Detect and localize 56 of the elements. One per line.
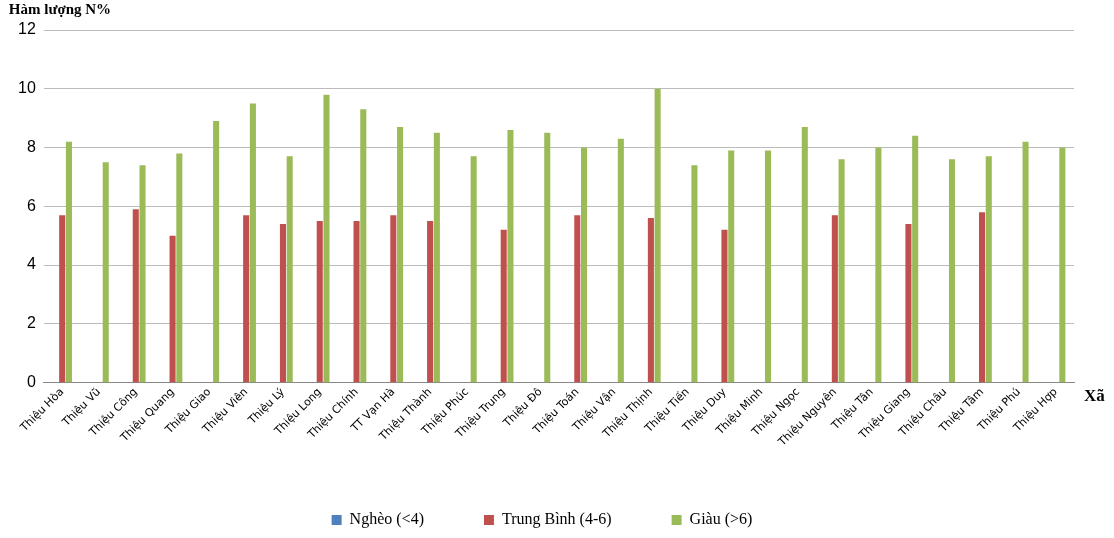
- bar: [169, 235, 176, 383]
- bar: [323, 94, 330, 383]
- bar: [581, 147, 588, 383]
- y-tick-label: 0: [26, 373, 36, 391]
- bar: [243, 215, 250, 383]
- bar: [654, 88, 661, 383]
- bar: [1059, 147, 1066, 383]
- bar: [617, 138, 624, 383]
- bar: [286, 156, 293, 383]
- bar: [1022, 141, 1029, 383]
- y-tick-label: 12: [18, 20, 36, 38]
- bar: [948, 159, 956, 383]
- bar: [875, 147, 882, 383]
- bar: [721, 229, 728, 383]
- bar: [249, 103, 256, 383]
- bar: [905, 223, 912, 383]
- bar: [912, 135, 919, 383]
- bar: [500, 229, 507, 383]
- bar: [390, 215, 397, 383]
- bar: [801, 126, 808, 383]
- bar: [397, 126, 404, 383]
- y-tick-label: 8: [26, 137, 36, 155]
- bar: [728, 150, 735, 383]
- y-tick-label: 10: [18, 79, 36, 97]
- bar: [353, 221, 360, 383]
- legend-label: Nghèo (<4): [349, 510, 424, 529]
- y-tick-label: 2: [26, 314, 36, 332]
- bar: [470, 156, 477, 383]
- legend-label: Trung Bình (4-6): [501, 510, 612, 529]
- bar: [985, 156, 992, 383]
- bar: [279, 223, 286, 383]
- bar: [764, 150, 772, 383]
- bar: [360, 109, 367, 383]
- y-tick-label: 4: [26, 255, 36, 273]
- bar: [838, 159, 845, 383]
- bar: [574, 215, 581, 383]
- y-axis-title: Hàm lượng N%: [8, 1, 112, 18]
- bar: [176, 153, 183, 383]
- bar: [647, 218, 654, 383]
- legend-label: Giàu (>6): [689, 510, 753, 529]
- bar: [507, 129, 514, 383]
- bar: [59, 215, 66, 383]
- bar: [139, 165, 146, 383]
- bar: [213, 121, 220, 383]
- y-tick-label: 6: [26, 196, 36, 214]
- bar: [132, 209, 139, 383]
- bar: [316, 221, 323, 383]
- bar: [691, 165, 698, 383]
- bar: [978, 212, 986, 383]
- bar: [831, 215, 838, 383]
- bar: [427, 221, 434, 383]
- bar: [65, 141, 72, 383]
- bar: [544, 132, 551, 383]
- x-axis-title: Xã: [1084, 386, 1106, 406]
- bar: [102, 162, 109, 383]
- bar: [433, 132, 440, 383]
